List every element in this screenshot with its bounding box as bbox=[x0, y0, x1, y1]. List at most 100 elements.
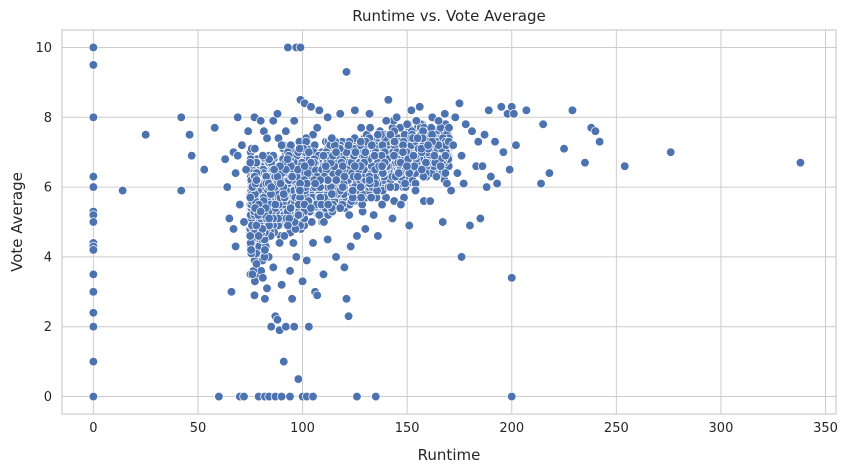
data-point bbox=[509, 109, 519, 119]
data-point bbox=[289, 322, 299, 332]
data-point bbox=[338, 182, 348, 192]
data-point bbox=[226, 287, 237, 297]
data-point bbox=[266, 182, 276, 192]
data-point bbox=[452, 168, 463, 178]
x-tick-label: 300 bbox=[709, 421, 734, 436]
data-point bbox=[222, 182, 232, 192]
data-point bbox=[308, 238, 318, 248]
data-point bbox=[88, 322, 99, 332]
data-point bbox=[283, 220, 293, 231]
data-point bbox=[431, 171, 442, 182]
data-point bbox=[306, 102, 316, 112]
data-point bbox=[350, 147, 361, 157]
data-point bbox=[268, 116, 278, 126]
data-point bbox=[310, 178, 320, 189]
data-point bbox=[392, 112, 402, 122]
data-point bbox=[479, 130, 490, 140]
data-point bbox=[412, 133, 423, 143]
data-point bbox=[256, 206, 266, 217]
data-point bbox=[356, 192, 366, 203]
data-point bbox=[262, 133, 272, 143]
data-point bbox=[266, 322, 276, 332]
data-point bbox=[406, 105, 416, 115]
data-point bbox=[199, 164, 209, 175]
data-point bbox=[440, 151, 451, 161]
data-point bbox=[241, 164, 251, 175]
data-point bbox=[141, 130, 151, 140]
data-point bbox=[288, 238, 299, 248]
data-point bbox=[302, 255, 312, 266]
data-point bbox=[350, 105, 360, 115]
data-point bbox=[291, 252, 301, 262]
data-point bbox=[264, 213, 274, 224]
data-point bbox=[283, 42, 293, 53]
data-point bbox=[88, 245, 99, 255]
data-point bbox=[446, 185, 456, 196]
data-point bbox=[251, 259, 262, 269]
data-point bbox=[258, 151, 268, 161]
data-point bbox=[454, 98, 465, 108]
data-point bbox=[383, 95, 393, 105]
data-point bbox=[389, 137, 400, 147]
data-point bbox=[458, 178, 469, 189]
data-point bbox=[246, 245, 256, 255]
x-tick-label: 50 bbox=[190, 421, 207, 436]
data-point bbox=[402, 161, 412, 171]
data-point bbox=[544, 168, 555, 178]
data-point bbox=[295, 185, 305, 196]
data-point bbox=[473, 137, 483, 147]
data-point bbox=[314, 210, 324, 220]
data-point bbox=[341, 294, 352, 304]
data-point bbox=[323, 199, 333, 210]
data-point bbox=[404, 220, 414, 231]
data-point bbox=[498, 147, 509, 157]
data-point bbox=[415, 102, 425, 112]
data-point bbox=[258, 273, 268, 283]
data-point bbox=[346, 241, 356, 252]
data-point bbox=[360, 147, 370, 157]
data-point bbox=[321, 161, 331, 171]
data-point bbox=[484, 105, 494, 115]
data-point bbox=[339, 262, 350, 273]
data-point bbox=[353, 171, 363, 182]
data-point bbox=[228, 224, 239, 234]
data-point bbox=[394, 168, 404, 178]
data-point bbox=[492, 178, 502, 189]
data-point bbox=[360, 224, 370, 234]
data-point bbox=[247, 269, 258, 280]
data-point bbox=[279, 231, 290, 241]
data-point bbox=[590, 126, 601, 136]
data-point bbox=[279, 356, 289, 367]
data-point bbox=[306, 203, 316, 213]
data-point bbox=[276, 140, 287, 150]
data-point bbox=[327, 133, 337, 143]
data-point bbox=[369, 151, 380, 161]
data-point bbox=[88, 308, 99, 318]
data-point bbox=[364, 175, 375, 185]
grid-lines bbox=[62, 30, 836, 414]
data-point bbox=[456, 151, 467, 161]
data-point bbox=[490, 137, 500, 147]
data-point bbox=[352, 391, 362, 402]
data-point bbox=[224, 213, 235, 224]
data-point bbox=[511, 140, 521, 150]
data-point bbox=[287, 171, 297, 182]
data-point bbox=[435, 161, 446, 171]
data-point bbox=[251, 175, 262, 185]
y-tick-label: 2 bbox=[44, 320, 52, 335]
plot-frame bbox=[61, 29, 837, 415]
data-point bbox=[285, 203, 296, 213]
data-point bbox=[559, 144, 569, 154]
data-point bbox=[308, 391, 318, 402]
data-point bbox=[467, 126, 477, 136]
data-point bbox=[312, 123, 322, 133]
data-point bbox=[294, 144, 305, 154]
data-point bbox=[352, 231, 362, 241]
data-point bbox=[233, 112, 243, 122]
data-point bbox=[448, 140, 458, 150]
data-point bbox=[88, 217, 99, 227]
data-point bbox=[269, 164, 279, 175]
data-point bbox=[350, 161, 360, 171]
data-point bbox=[295, 42, 306, 53]
